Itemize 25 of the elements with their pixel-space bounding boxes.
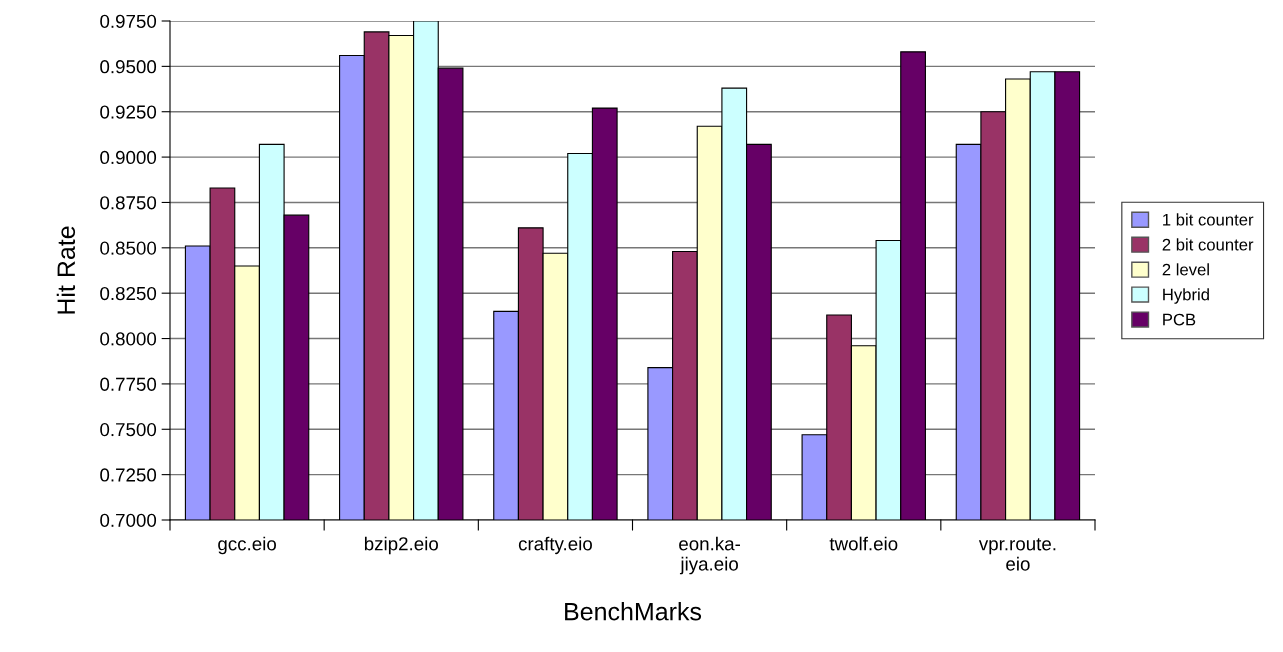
x-tick-label: eon.ka- jiya.eio <box>679 536 741 575</box>
x-tick-label: crafty.eio <box>518 536 592 555</box>
legend-label: 2 bit counter <box>1162 238 1254 251</box>
y-tick-label: 0.9500 <box>100 60 157 74</box>
y-axis-title: Hit Rate <box>56 226 76 314</box>
x-tick-label: twolf.eio <box>829 536 898 551</box>
x-axis-title: BenchMarks <box>565 602 702 621</box>
y-tick-label: 0.7250 <box>100 468 157 482</box>
y-tick-label: 0.7000 <box>100 513 157 527</box>
legend-label: Hybrid <box>1163 288 1209 304</box>
legend-label: 2 level <box>1162 263 1209 276</box>
y-tick-label: 0.8000 <box>100 332 157 346</box>
y-tick-label: 0.7500 <box>100 422 157 437</box>
x-tick-label: bzip2.eio <box>364 536 438 555</box>
y-tick-label: 0.9000 <box>100 150 157 165</box>
y-tick-label: 0.7750 <box>100 377 157 391</box>
y-tick-label: 0.9750 <box>100 14 157 28</box>
y-tick-label: 0.8250 <box>100 286 157 301</box>
x-tick-label: vpr.route. eio <box>978 538 1056 571</box>
y-tick-label: 0.8500 <box>100 241 157 255</box>
legend-label: PCB <box>1163 313 1196 326</box>
legend-label: 1 bit counter <box>1163 213 1254 226</box>
y-tick-label: 0.8750 <box>100 196 157 210</box>
y-tick-label: 0.9250 <box>100 105 157 119</box>
x-tick-label: gcc.eio <box>218 536 276 555</box>
